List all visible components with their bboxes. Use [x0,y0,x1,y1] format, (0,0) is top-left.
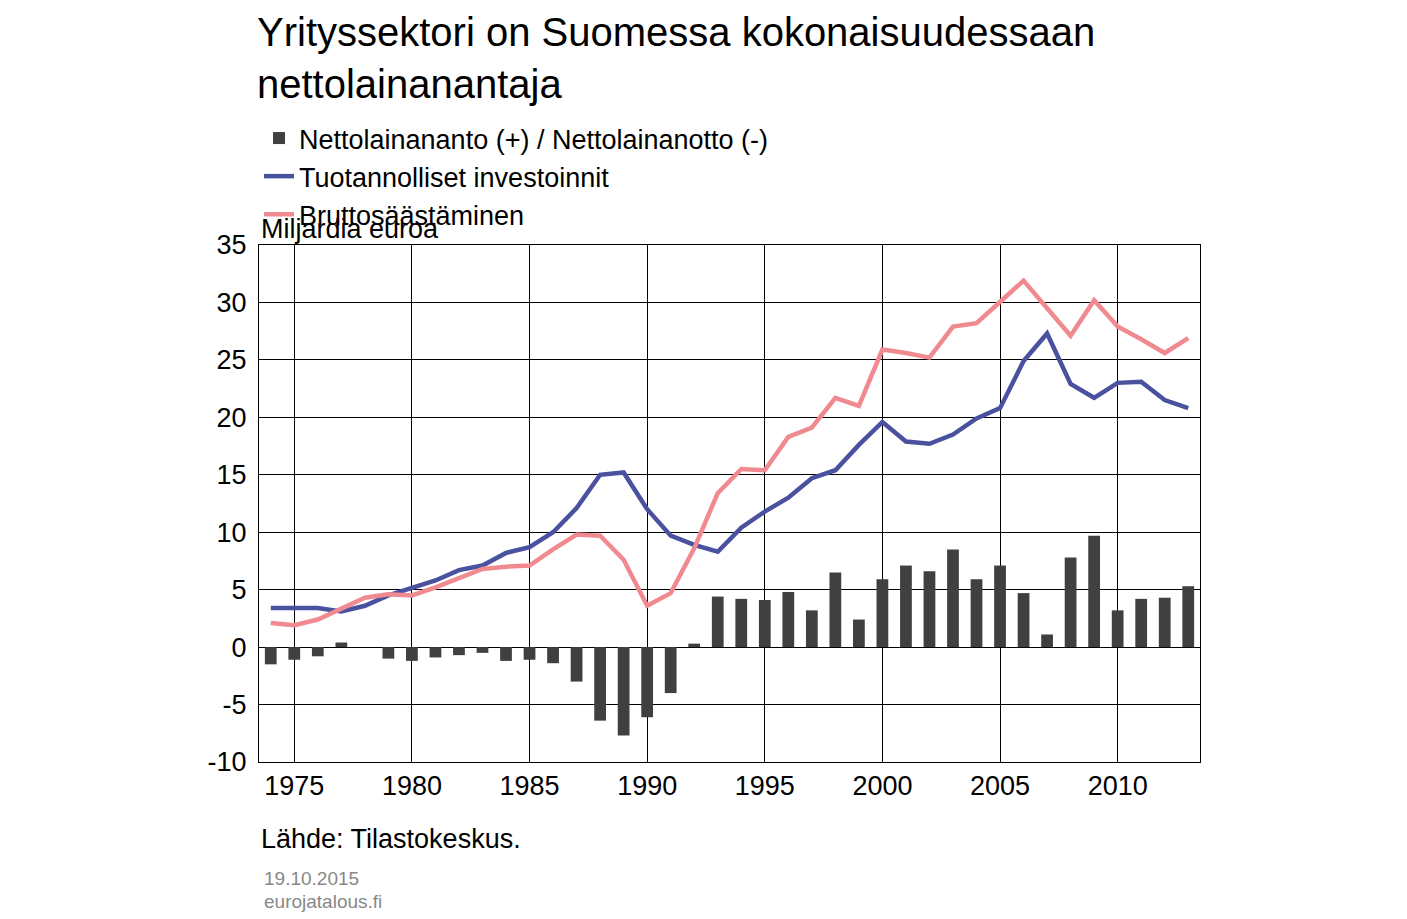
svg-text:15: 15 [217,460,247,490]
svg-text:-5: -5 [223,690,247,720]
svg-text:35: 35 [217,230,247,260]
svg-text:5: 5 [232,575,247,605]
svg-text:0: 0 [232,633,247,663]
svg-text:1995: 1995 [735,771,795,801]
svg-text:Nettolainananto (+) / Nettolai: Nettolainananto (+) / Nettolainanotto (-… [299,125,768,155]
svg-text:25: 25 [217,345,247,375]
svg-text:1985: 1985 [500,771,560,801]
svg-text:1990: 1990 [617,771,677,801]
svg-text:20: 20 [217,403,247,433]
svg-text:1980: 1980 [382,771,442,801]
svg-text:Bruttosäästäminen: Bruttosäästäminen [299,201,524,231]
svg-text:30: 30 [217,288,247,318]
svg-text:Tuotannolliset investoinnit: Tuotannolliset investoinnit [299,163,609,193]
svg-text:1975: 1975 [264,771,324,801]
svg-text:2005: 2005 [970,771,1030,801]
svg-text:10: 10 [217,518,247,548]
svg-text:2000: 2000 [852,771,912,801]
svg-text:eurojatalous.fi: eurojatalous.fi [264,891,382,912]
svg-text:2010: 2010 [1088,771,1148,801]
svg-text:Lähde: Tilastokeskus.: Lähde: Tilastokeskus. [261,824,521,854]
svg-text:-10: -10 [208,747,247,777]
svg-text:Miljardia euroa: Miljardia euroa [261,214,439,244]
svg-text:19.10.2015: 19.10.2015 [264,868,359,889]
svg-text:Yrityssektori on Suomessa koko: Yrityssektori on Suomessa kokonaisuudess… [257,10,1095,106]
